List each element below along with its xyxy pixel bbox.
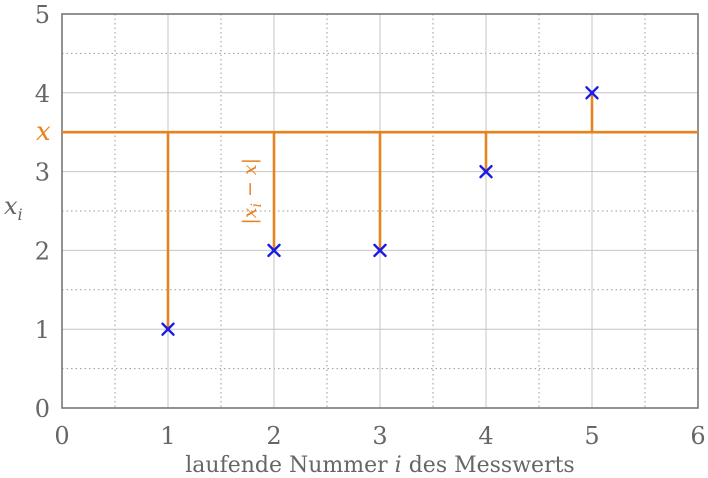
y-tick-label: 1	[35, 316, 50, 344]
data-point-marker-stroke	[585, 86, 599, 100]
plot-frame	[61, 13, 699, 409]
x-axis-label-part-3: des Messwerts	[402, 453, 575, 478]
x-tick-label: 5	[584, 422, 599, 450]
y-tick-label: 2	[35, 237, 50, 265]
x-tick-label: 4	[478, 422, 493, 450]
y-tick-label: 3	[35, 159, 50, 187]
y-tick-label: 4	[35, 80, 50, 108]
data-point-marker-stroke	[161, 322, 175, 336]
y-tick-labels: 0 1 2 3 4 5	[35, 1, 50, 423]
deviation-label-subscript: i	[249, 203, 265, 207]
data-point-marker-stroke	[373, 243, 387, 258]
deviation-label-part-1: |x	[239, 207, 261, 224]
x-tick-labels: 0 1 2 3 4 5 6	[54, 422, 705, 450]
data-point-marker-stroke	[267, 243, 281, 258]
x-axis-label-variable: i	[395, 453, 402, 478]
y-axis-label: xi	[4, 192, 23, 224]
data-point	[161, 322, 175, 336]
y-axis-label-main: x	[4, 192, 18, 220]
x-axis-label-part-1: laufende Nummer	[185, 453, 394, 478]
mean-label: x	[36, 117, 51, 147]
data-point-marker-stroke	[479, 164, 493, 179]
x-tick-label: 3	[372, 422, 387, 450]
data-point	[373, 243, 387, 258]
x-axis-label: laufende Nummer i des Messwerts	[185, 453, 574, 478]
deviation-label: |xi − x|	[239, 158, 265, 225]
deviation-label-part-3: − x|	[239, 158, 261, 203]
data-points	[161, 86, 599, 336]
mean-group	[62, 92, 698, 330]
data-point	[267, 243, 281, 258]
data-point	[479, 164, 493, 179]
x-tick-label: 0	[54, 422, 69, 450]
y-axis-label-subscript: i	[18, 205, 23, 224]
x-tick-label: 6	[690, 422, 705, 450]
x-tick-label: 2	[266, 422, 281, 450]
data-point	[585, 86, 599, 100]
y-tick-label: 5	[35, 1, 50, 29]
y-tick-label: 0	[35, 395, 50, 423]
x-tick-label: 1	[160, 422, 175, 450]
